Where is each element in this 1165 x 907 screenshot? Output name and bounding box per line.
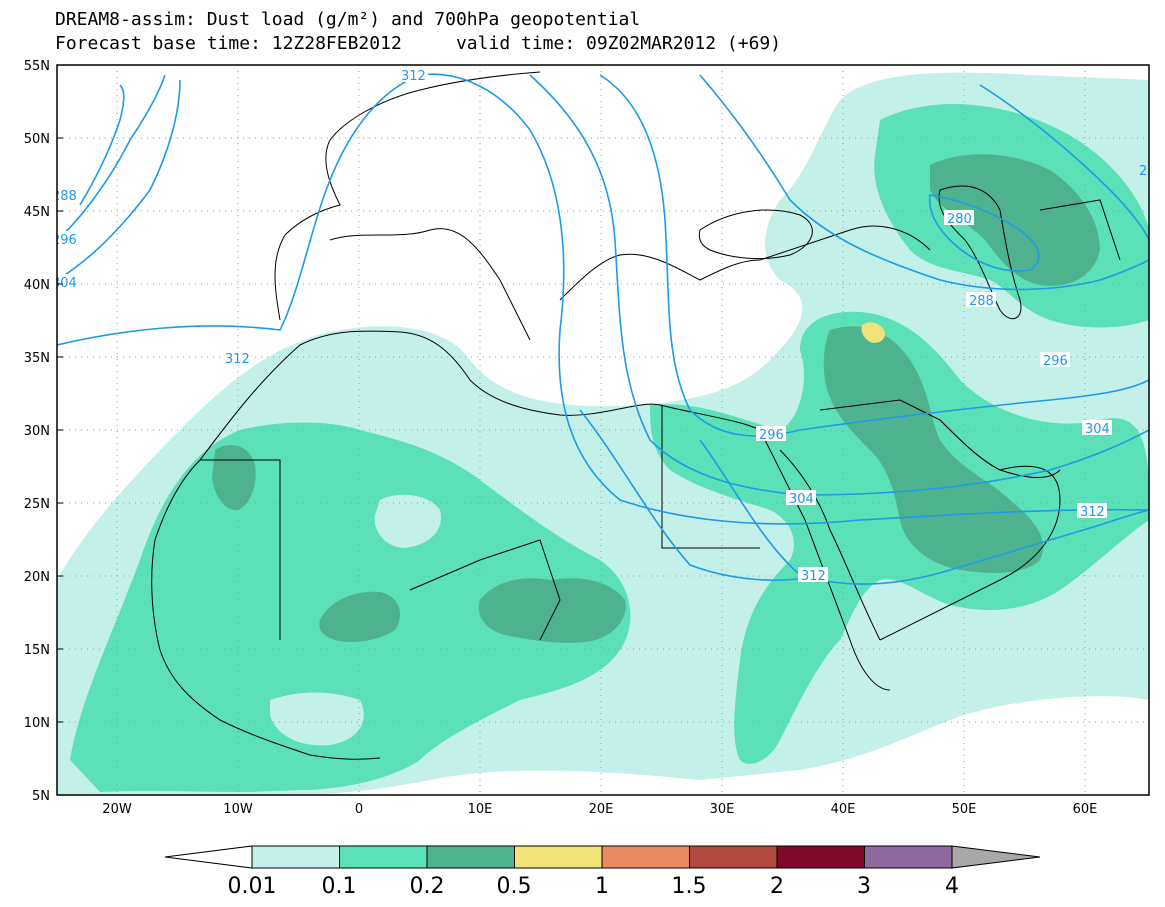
contour-label-group: 312 288 296 304 312 280 288 296 296 304 — [52, 67, 1147, 584]
colorbar-swatch — [426, 845, 515, 869]
dust-region-high-west — [212, 445, 256, 511]
dust-region-high-sahara-2 — [478, 578, 626, 643]
colorbar-label: 0.5 — [497, 874, 532, 899]
contour-label: 296 — [52, 233, 77, 248]
dust-region-high-sahara-1 — [319, 591, 400, 642]
lat-label: 20N — [24, 570, 50, 585]
lon-label: 60E — [1073, 802, 1098, 817]
contour-label: 312 — [401, 69, 426, 84]
colorbar-label: 3 — [857, 874, 871, 899]
contour-label: 288 — [52, 189, 77, 204]
map-area: 312 288 296 304 312 280 288 296 296 304 — [52, 64, 1150, 796]
dust-region-mid-east — [650, 311, 1149, 764]
colorbar-label: 4 — [945, 874, 959, 899]
map-title: DREAM8-assim: Dust load (g/m²) and 700hP… — [55, 9, 641, 30]
colorbar: 0.01 0.1 0.2 0.5 1 1.5 2 3 4 — [164, 845, 1041, 899]
colorbar-swatches — [251, 845, 953, 869]
colorbar-swatch — [514, 845, 603, 869]
colorbar-label: 2 — [770, 874, 784, 899]
dust-region-peak — [861, 322, 886, 343]
lon-label: 30E — [710, 802, 735, 817]
lat-ticks — [57, 137, 63, 723]
lat-label: 45N — [24, 205, 50, 220]
lat-label: 40N — [24, 278, 50, 293]
colorbar-label: 0.2 — [410, 874, 445, 899]
lon-label: 10E — [468, 802, 493, 817]
lat-label: 10N — [24, 716, 50, 731]
contour-label: 304 — [1085, 422, 1110, 437]
lat-label: 25N — [24, 497, 50, 512]
forecast-time-line: Forecast base time: 12Z28FEB2012 valid t… — [55, 33, 782, 54]
contour-label: 312 — [225, 352, 250, 367]
lon-axis: 20W 10W 0 10E 20E 30E 40E 50E 60E — [102, 802, 1097, 817]
lon-label: 20E — [589, 802, 614, 817]
lat-label: 5N — [32, 789, 50, 804]
colorbar-labels: 0.01 0.1 0.2 0.5 1 1.5 2 3 4 — [228, 874, 959, 899]
contour-label: 304 — [52, 276, 77, 291]
contour-label: 2 — [1139, 164, 1147, 179]
dust-region-high-arabia — [823, 326, 1044, 573]
lat-label: 35N — [24, 351, 50, 366]
contour-label: 304 — [789, 492, 814, 507]
colorbar-high-arrow — [951, 845, 1041, 869]
dust-region-light-gulf — [270, 692, 364, 746]
lon-label: 20W — [102, 802, 132, 817]
colorbar-label: 1 — [595, 874, 609, 899]
colorbar-label: 0.01 — [228, 874, 277, 899]
colorbar-swatch — [251, 845, 340, 869]
geopotential-contours — [57, 73, 1149, 585]
contour-label: 312 — [1080, 505, 1105, 520]
colorbar-swatch — [776, 845, 865, 869]
colorbar-label: 1.5 — [672, 874, 707, 899]
lat-axis: 55N 50N 45N 40N 35N 30N 25N 20N 15N 10N … — [24, 59, 50, 804]
colorbar-swatch — [864, 845, 953, 869]
graticule — [57, 65, 1149, 795]
lat-label: 55N — [24, 59, 50, 74]
colorbar-swatch — [689, 845, 778, 869]
contour-label: 288 — [969, 294, 994, 309]
contour-label: 296 — [759, 428, 784, 443]
lat-label: 30N — [24, 424, 50, 439]
lat-label: 50N — [24, 132, 50, 147]
dust-region-light-hole — [374, 494, 441, 548]
lon-label: 0 — [355, 802, 363, 817]
lon-label: 50E — [952, 802, 977, 817]
lat-label: 15N — [24, 643, 50, 658]
contour-label: 280 — [947, 212, 972, 227]
lon-label: 10W — [223, 802, 253, 817]
contour-label: 296 — [1043, 354, 1068, 369]
colorbar-label: 0.1 — [322, 874, 357, 899]
lon-label: 40E — [831, 802, 856, 817]
colorbar-swatch — [339, 845, 428, 869]
contour-label: 312 — [801, 569, 826, 584]
colorbar-swatch — [601, 845, 690, 869]
colorbar-low-arrow — [164, 845, 253, 869]
